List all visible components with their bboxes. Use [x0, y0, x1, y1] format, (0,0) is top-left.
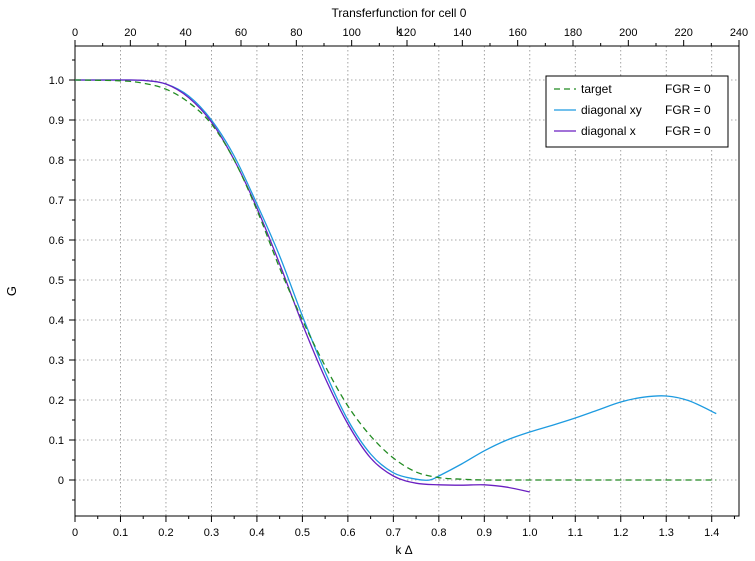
legend-suffix: FGR = 0 — [665, 103, 711, 117]
legend: target FGR = 0 diagonal xy FGR = 0 diagonal … — [545, 75, 729, 148]
x-tick-label: 0.5 — [295, 527, 310, 539]
y-tick-label: 0.4 — [49, 315, 64, 327]
x-tick-label: 0.2 — [158, 527, 173, 539]
y-tick-label: 0.3 — [49, 355, 64, 367]
top-x-tick-label: 220 — [674, 27, 692, 39]
x-tick-label: 1.3 — [659, 527, 674, 539]
top-x-tick-label: 0 — [72, 27, 78, 39]
x-tick-label: 0.6 — [340, 527, 355, 539]
x-tick-label: 0.4 — [249, 527, 264, 539]
top-x-tick-label: 240 — [730, 27, 748, 39]
x-tick-label: 1.0 — [522, 527, 537, 539]
axis-ticks: 0 0.1 0.2 0.3 0.4 0.5 0.6 0.7 0.8 0.9 1.0 1.1 1.2 1.3… — [49, 27, 748, 539]
x-tick-label: 0.7 — [386, 527, 401, 539]
top-x-tick-label: 140 — [453, 27, 471, 39]
top-x-tick-label: 80 — [290, 27, 302, 39]
y-tick-label: 1.0 — [49, 75, 64, 87]
y-axis-label: G — [4, 286, 19, 296]
x-tick-label: 0.1 — [113, 527, 128, 539]
x-tick-label: 1.1 — [568, 527, 583, 539]
x-tick-label: 1.4 — [704, 527, 719, 539]
top-x-tick-label: 20 — [124, 27, 136, 39]
x-tick-label: 0.9 — [477, 527, 492, 539]
legend-label: diagonal x — [581, 124, 636, 138]
y-tick-label: 0.9 — [49, 115, 64, 127]
x-axis-label: k Δ — [395, 543, 412, 557]
top-x-tick-label: 160 — [508, 27, 526, 39]
series-lines — [74, 79, 717, 493]
x-tick-label: 0.3 — [204, 527, 219, 539]
x-tick-label: 0.8 — [431, 527, 446, 539]
y-tick-label: 0.2 — [49, 395, 64, 407]
series-line-target — [74, 79, 717, 481]
y-tick-label: 0.5 — [49, 275, 64, 287]
series-line-diagonal-x — [74, 79, 530, 493]
y-tick-label: 0.6 — [49, 235, 64, 247]
top-x-tick-label: 180 — [564, 27, 582, 39]
top-x-tick-label: 40 — [180, 27, 192, 39]
legend-label: target — [581, 82, 612, 96]
x-tick-label: 1.2 — [613, 527, 628, 539]
top-x-tick-label: 120 — [398, 27, 416, 39]
top-x-tick-label: 200 — [619, 27, 637, 39]
top-x-axis-label: k — [396, 24, 403, 38]
legend-suffix: FGR = 0 — [665, 124, 711, 138]
top-x-tick-label: 60 — [235, 27, 247, 39]
legend-suffix: FGR = 0 — [665, 82, 711, 96]
y-tick-label: 0.8 — [49, 155, 64, 167]
x-tick-label: 0 — [72, 527, 78, 539]
y-tick-label: 0.1 — [49, 435, 64, 447]
top-x-tick-label: 100 — [342, 27, 360, 39]
chart-title: Transferfunction for cell 0 — [332, 6, 467, 20]
y-tick-label: 0.7 — [49, 195, 64, 207]
legend-box — [545, 75, 729, 148]
legend-label: diagonal xy — [581, 103, 642, 117]
y-tick-label: 0 — [58, 475, 64, 487]
series-line-diagonal-xy — [74, 79, 717, 481]
